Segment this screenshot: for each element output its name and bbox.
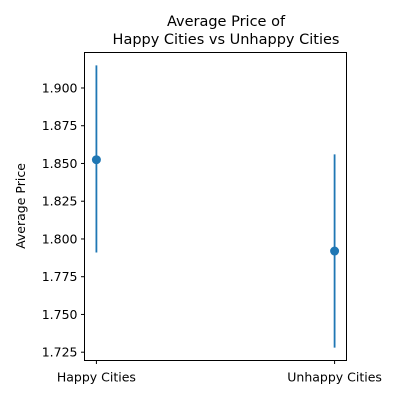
y-axis-ticks: 1.725 1.750 1.775 1.800 1.825 1.850 1.875 1.900 bbox=[42, 80, 85, 360]
chart-title-line-1: Average Price of bbox=[167, 14, 286, 30]
y-axis-label: Average Price bbox=[13, 163, 28, 249]
x-tick-label: Unhappy Cities bbox=[287, 370, 382, 385]
y-tick-label: 1.825 bbox=[42, 194, 78, 209]
plot-area-frame bbox=[84, 52, 347, 361]
data-marks bbox=[91, 65, 340, 348]
y-tick-label: 1.850 bbox=[42, 156, 78, 171]
data-point bbox=[91, 155, 101, 165]
y-tick-label: 1.875 bbox=[42, 118, 78, 133]
y-tick-label: 1.775 bbox=[42, 269, 78, 284]
y-tick-label: 1.725 bbox=[42, 345, 78, 360]
chart-title: Average Price of Happy Cities vs Unhappy… bbox=[113, 14, 340, 48]
chart-title-line-2: Happy Cities vs Unhappy Cities bbox=[113, 32, 340, 48]
y-tick-label: 1.750 bbox=[42, 307, 78, 322]
x-axis-ticks: Happy Cities Unhappy Cities bbox=[57, 360, 382, 385]
y-tick-label: 1.800 bbox=[42, 231, 78, 246]
y-tick-label: 1.900 bbox=[42, 80, 78, 95]
x-tick-label: Happy Cities bbox=[57, 370, 136, 385]
data-point bbox=[330, 246, 340, 256]
